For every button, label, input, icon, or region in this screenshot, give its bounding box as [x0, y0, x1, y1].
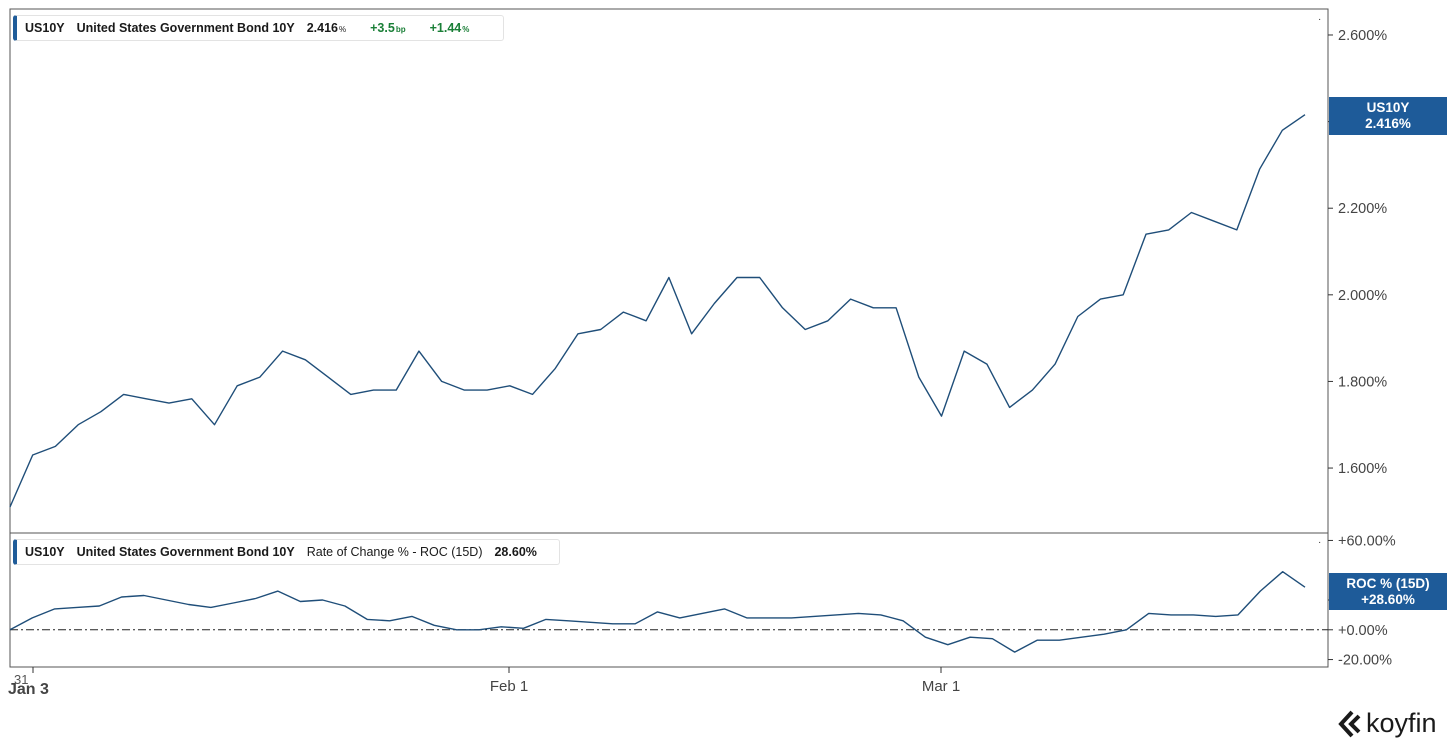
main-legend-symbol: US10Y [25, 21, 65, 35]
roc-line [9, 571, 1306, 653]
main-y-tick-label: 2.200% [1338, 201, 1387, 217]
x-tick-partial-label: 31 [14, 672, 28, 687]
main-y-tick-label: 1.800% [1338, 374, 1387, 390]
main-legend-change-pct: +1.44 [429, 21, 462, 35]
x-tick-label-feb1: Feb 1 [490, 678, 528, 695]
corner-dot-main: · [1318, 14, 1321, 25]
x-tick-label-mar1: Mar 1 [922, 678, 960, 695]
main-y-tick-label: 2.000% [1338, 288, 1387, 304]
x-axis: 31 Jan 3 Feb 1 Mar 1 [8, 667, 960, 698]
roc-tag-label: ROC % (15D) [1346, 576, 1430, 591]
main-legend-price-group: 2.416% [307, 21, 358, 35]
roc-y-tick-label: -20.00% [1338, 653, 1392, 669]
main-panel-frame [9, 8, 1329, 534]
roc-legend: US10Y United States Government Bond 10Y … [13, 539, 560, 565]
roc-legend-symbol: US10Y [25, 545, 65, 559]
main-legend-name: United States Government Bond 10Y [76, 21, 295, 35]
us10y-yield-line [9, 114, 1306, 508]
koyfin-logo-icon [1338, 710, 1361, 737]
main-legend-change-group: +3.5bp [370, 21, 417, 35]
main-legend: US10Y United States Government Bond 10Y … [13, 15, 505, 41]
main-legend-change-pct-unit: % [462, 25, 470, 34]
main-last-value-tag: US10Y 2.416% [1329, 97, 1447, 135]
x-tick-label-jan3: Jan 3 [8, 681, 49, 698]
main-legend-price: 2.416 [306, 21, 338, 35]
roc-y-tick-label: +0.00% [1338, 623, 1388, 639]
corner-dot-roc: · [1318, 537, 1321, 548]
main-legend-price-unit: % [339, 25, 347, 34]
main-y-tick-label: 1.600% [1338, 461, 1387, 477]
main-legend-change-pct-group: +1.44% [430, 21, 482, 35]
main-tag-value: 2.416% [1365, 116, 1411, 131]
roc-last-value-tag: ROC % (15D) +28.60% [1329, 573, 1447, 610]
main-legend-change: +3.5 [370, 21, 395, 35]
koyfin-logo: koyfin [1338, 708, 1437, 739]
main-tag-symbol: US10Y [1366, 100, 1410, 115]
roc-y-tick-label: +60.00% [1338, 533, 1396, 549]
main-y-tick-label: 2.600% [1338, 28, 1387, 44]
roc-legend-indicator: Rate of Change % - ROC (15D) [306, 545, 483, 559]
main-y-axis: 2.600%2.400%2.200%2.000%1.800%1.600% [1328, 28, 1387, 477]
roc-legend-name: United States Government Bond 10Y [76, 545, 295, 559]
roc-tag-value: +28.60% [1361, 592, 1415, 607]
roc-legend-value: 28.60% [494, 545, 537, 559]
koyfin-logo-text: koyfin [1366, 708, 1437, 738]
main-legend-change-unit: bp [395, 25, 406, 34]
